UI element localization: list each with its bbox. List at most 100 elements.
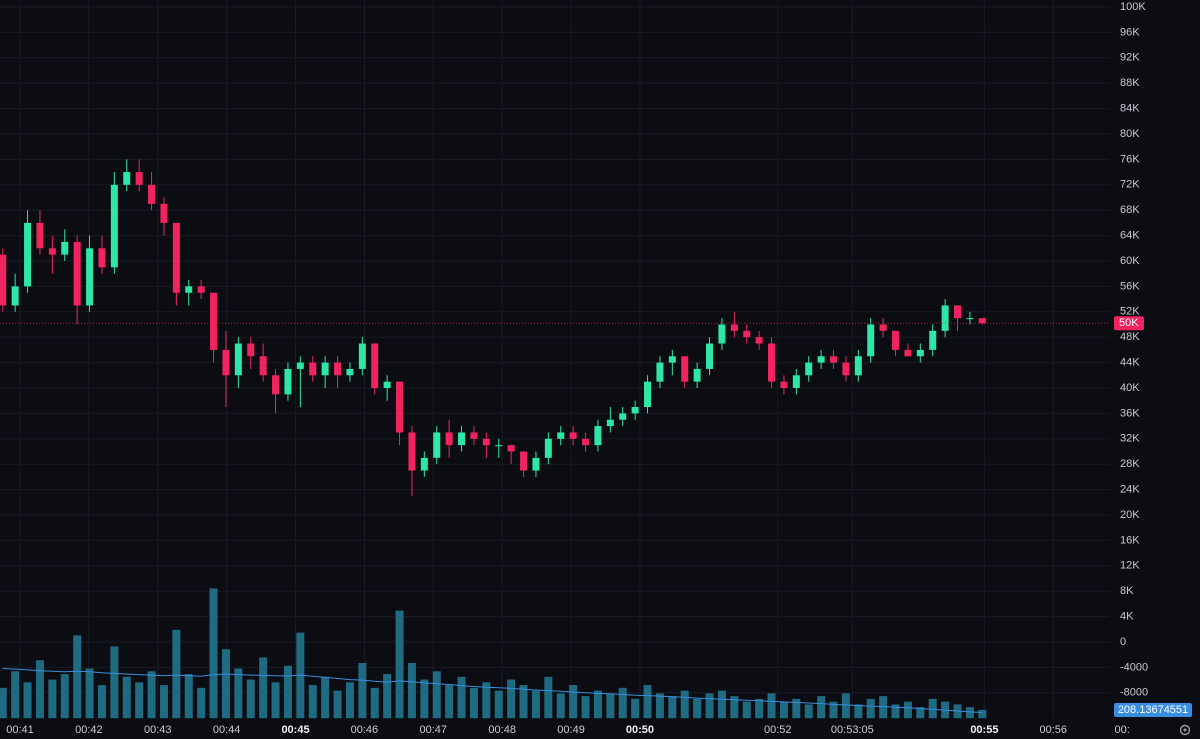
candle-body xyxy=(408,432,416,471)
volume-bar xyxy=(804,704,813,719)
volume-bar xyxy=(246,679,255,719)
candle-body xyxy=(693,368,701,382)
candle-body xyxy=(507,445,515,452)
volume-ma-line xyxy=(2,668,983,713)
candle-body xyxy=(110,184,118,268)
volume-bar xyxy=(544,676,553,719)
candle-body xyxy=(594,426,602,446)
candle-body xyxy=(730,324,738,331)
candle-body xyxy=(656,362,664,382)
candle-body xyxy=(954,305,962,319)
volume-bar xyxy=(184,674,193,719)
x-tick-label: 00:42 xyxy=(75,724,103,736)
volume-bar xyxy=(197,687,206,719)
candle-body xyxy=(966,318,974,320)
settings-icon[interactable] xyxy=(1179,724,1191,736)
y-tick-label: 40K xyxy=(1120,382,1140,394)
settings-icon-dot xyxy=(1183,728,1187,732)
x-tick-label: 00:44 xyxy=(213,724,241,736)
candle-body xyxy=(420,457,428,471)
candle-body xyxy=(718,324,726,344)
candle-body xyxy=(0,254,7,306)
y-tick-label: 68K xyxy=(1120,204,1140,216)
volume-bar xyxy=(60,674,69,719)
volume-bar xyxy=(159,685,168,719)
candle-body xyxy=(743,330,751,338)
y-tick-label: -4000 xyxy=(1120,661,1148,673)
volume-bar xyxy=(866,698,875,719)
volume-bar xyxy=(407,663,416,719)
candle-body xyxy=(321,362,329,376)
candle-body xyxy=(470,432,478,439)
candle-body xyxy=(135,172,143,185)
volume-ma-label: 208.13674551 xyxy=(1118,704,1188,716)
volume-bar xyxy=(618,687,627,719)
candle-body xyxy=(197,286,205,293)
y-tick-label: 56K xyxy=(1120,280,1140,292)
candle-body xyxy=(86,248,94,306)
y-tick-label: 76K xyxy=(1120,153,1140,165)
volume-bar xyxy=(259,657,268,719)
volume-bar xyxy=(432,671,441,719)
volume-bar xyxy=(965,707,974,719)
y-tick-label: 0 xyxy=(1120,636,1126,648)
y-tick-label: 36K xyxy=(1120,407,1140,419)
volume-bar xyxy=(420,679,429,719)
x-tick-label: 00:53:05 xyxy=(831,724,874,736)
candle-body xyxy=(309,362,317,376)
candle-body xyxy=(11,286,19,306)
y-tick-label: 44K xyxy=(1120,356,1140,368)
candle-body xyxy=(73,241,81,306)
volume-bar xyxy=(35,660,44,719)
x-tick-label: 00:52 xyxy=(764,724,792,736)
candle-body xyxy=(346,368,354,376)
volume-bar xyxy=(172,629,181,719)
candle-body xyxy=(334,362,342,376)
volume-bar xyxy=(122,676,131,719)
candle-body xyxy=(445,432,453,446)
y-tick-label: 4K xyxy=(1120,611,1134,623)
y-tick-label: 72K xyxy=(1120,179,1140,191)
x-tick-label: 00:45 xyxy=(281,724,309,736)
candle-body xyxy=(606,419,614,427)
candle-body xyxy=(48,248,56,255)
candle-body xyxy=(36,222,44,249)
volume-bar xyxy=(370,687,379,719)
volume-bar xyxy=(97,685,106,719)
volume-bar xyxy=(928,698,937,719)
volume-bar xyxy=(606,693,615,719)
candle-body xyxy=(98,248,106,268)
settings-icon-ring xyxy=(1179,724,1191,736)
volume-bar xyxy=(916,707,925,719)
candle-body xyxy=(259,356,267,376)
volume-bar xyxy=(469,687,478,719)
volume-bar xyxy=(445,685,454,719)
candle-body xyxy=(222,349,230,376)
candle-body xyxy=(284,368,292,395)
volume-bar xyxy=(631,698,640,719)
volume-bar xyxy=(779,701,788,719)
volume-bar xyxy=(321,676,330,719)
candle-body xyxy=(817,356,825,363)
y-tick-label: 28K xyxy=(1120,458,1140,470)
candle-body xyxy=(61,241,69,255)
candle-body xyxy=(978,318,986,324)
candle-body xyxy=(148,184,156,204)
x-tick-label: 00: xyxy=(1115,724,1130,736)
candle-body xyxy=(24,222,32,287)
x-tick-label: 00:47 xyxy=(420,724,448,736)
candle-body xyxy=(644,381,652,408)
volume-bar xyxy=(507,679,516,719)
y-tick-label: 8K xyxy=(1120,585,1134,597)
x-tick-label: 00:50 xyxy=(626,724,654,736)
volume-bar xyxy=(730,696,739,719)
candle-body xyxy=(582,438,590,446)
volume-bar xyxy=(891,704,900,719)
volume-bar xyxy=(655,693,664,719)
volume-bar xyxy=(879,696,888,719)
y-tick-label: 84K xyxy=(1120,102,1140,114)
candle-body xyxy=(358,343,366,369)
y-tick-label: 48K xyxy=(1120,331,1140,343)
